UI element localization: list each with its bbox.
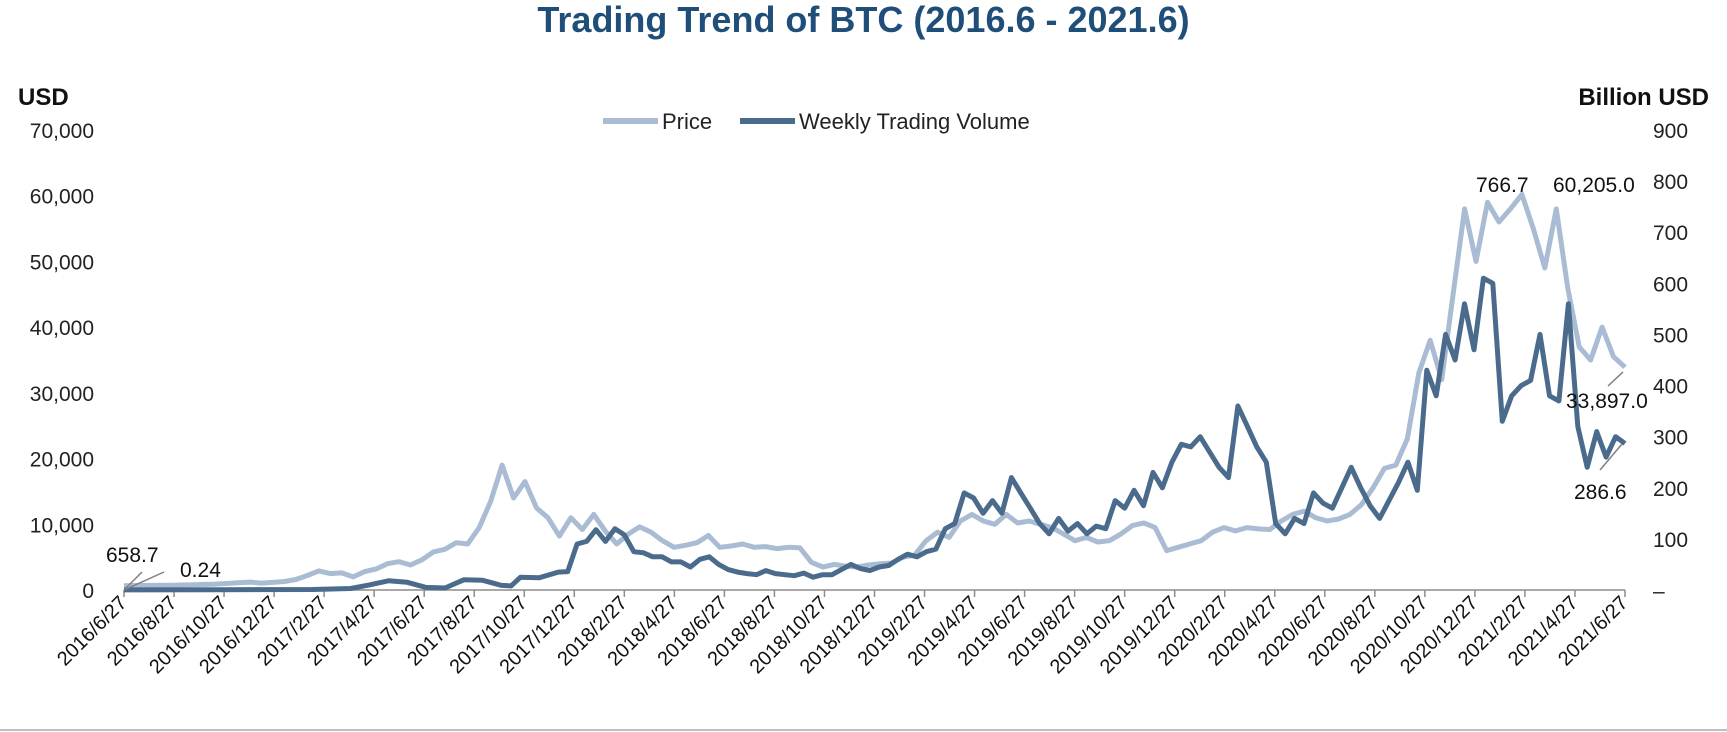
legend-volume-label: Weekly Trading Volume (799, 109, 1030, 134)
annotation-volume-start: 0.24 (180, 559, 221, 582)
x-axis-ticks: 2016/6/272016/8/272016/10/272016/12/2720… (53, 590, 1633, 678)
annotation-leader (123, 571, 165, 591)
right-axis-unit: Billion USD (1578, 84, 1709, 111)
left-tick-label: 10,000 (30, 514, 94, 537)
annotation-leader (123, 571, 143, 591)
left-tick-label: 30,000 (30, 383, 94, 406)
legend-price-label: Price (662, 109, 712, 134)
weekly-volume-series-line (123, 275, 1627, 593)
right-tick-label: 900 (1653, 120, 1688, 143)
left-tick-label: 70,000 (30, 120, 94, 143)
left-tick-label: 40,000 (30, 317, 94, 340)
left-axis-ticks: 0 10,000 20,000 30,000 40,000 50,000 60,000 70,… (30, 120, 94, 603)
right-tick-label: 500 (1653, 324, 1688, 347)
legend: Price Weekly Trading Volume (603, 109, 1030, 134)
right-tick-label: 700 (1653, 222, 1688, 245)
left-axis-unit: USD (18, 84, 69, 111)
annotation-leader (1607, 371, 1624, 387)
right-tick-label: 200 (1653, 478, 1688, 501)
annotation-volume-peak: 766.7 (1476, 174, 1529, 197)
right-axis-ticks: – 100 200 300 400 500 600 700 800 900 (1653, 120, 1688, 603)
right-tick-label: 400 (1653, 376, 1688, 399)
price-series-line (123, 191, 1627, 589)
right-tick-label: 600 (1653, 273, 1688, 296)
right-tick-label: 800 (1653, 171, 1688, 194)
left-tick-label: 50,000 (30, 251, 94, 274)
left-tick-label: 60,000 (30, 186, 94, 209)
right-tick-label: – (1653, 580, 1665, 603)
left-tick-label: 20,000 (30, 449, 94, 472)
annotation-price-start: 658.7 (106, 544, 159, 567)
annotation-price-peak: 60,205.0 (1553, 174, 1635, 197)
annotation-leader (1599, 443, 1623, 471)
right-tick-label: 100 (1653, 529, 1688, 552)
bottom-rule (0, 729, 1727, 731)
annotations: 658.7 0.24 766.7 60,205.0 33,897.0 286.6 (106, 174, 1648, 591)
left-tick-label: 0 (82, 580, 94, 603)
annotation-price-end: 33,897.0 (1566, 390, 1648, 413)
right-tick-label: 300 (1653, 427, 1688, 450)
annotation-volume-end: 286.6 (1574, 481, 1627, 504)
chart-title: Trading Trend of BTC (2016.6 - 2021.6) (537, 0, 1190, 40)
